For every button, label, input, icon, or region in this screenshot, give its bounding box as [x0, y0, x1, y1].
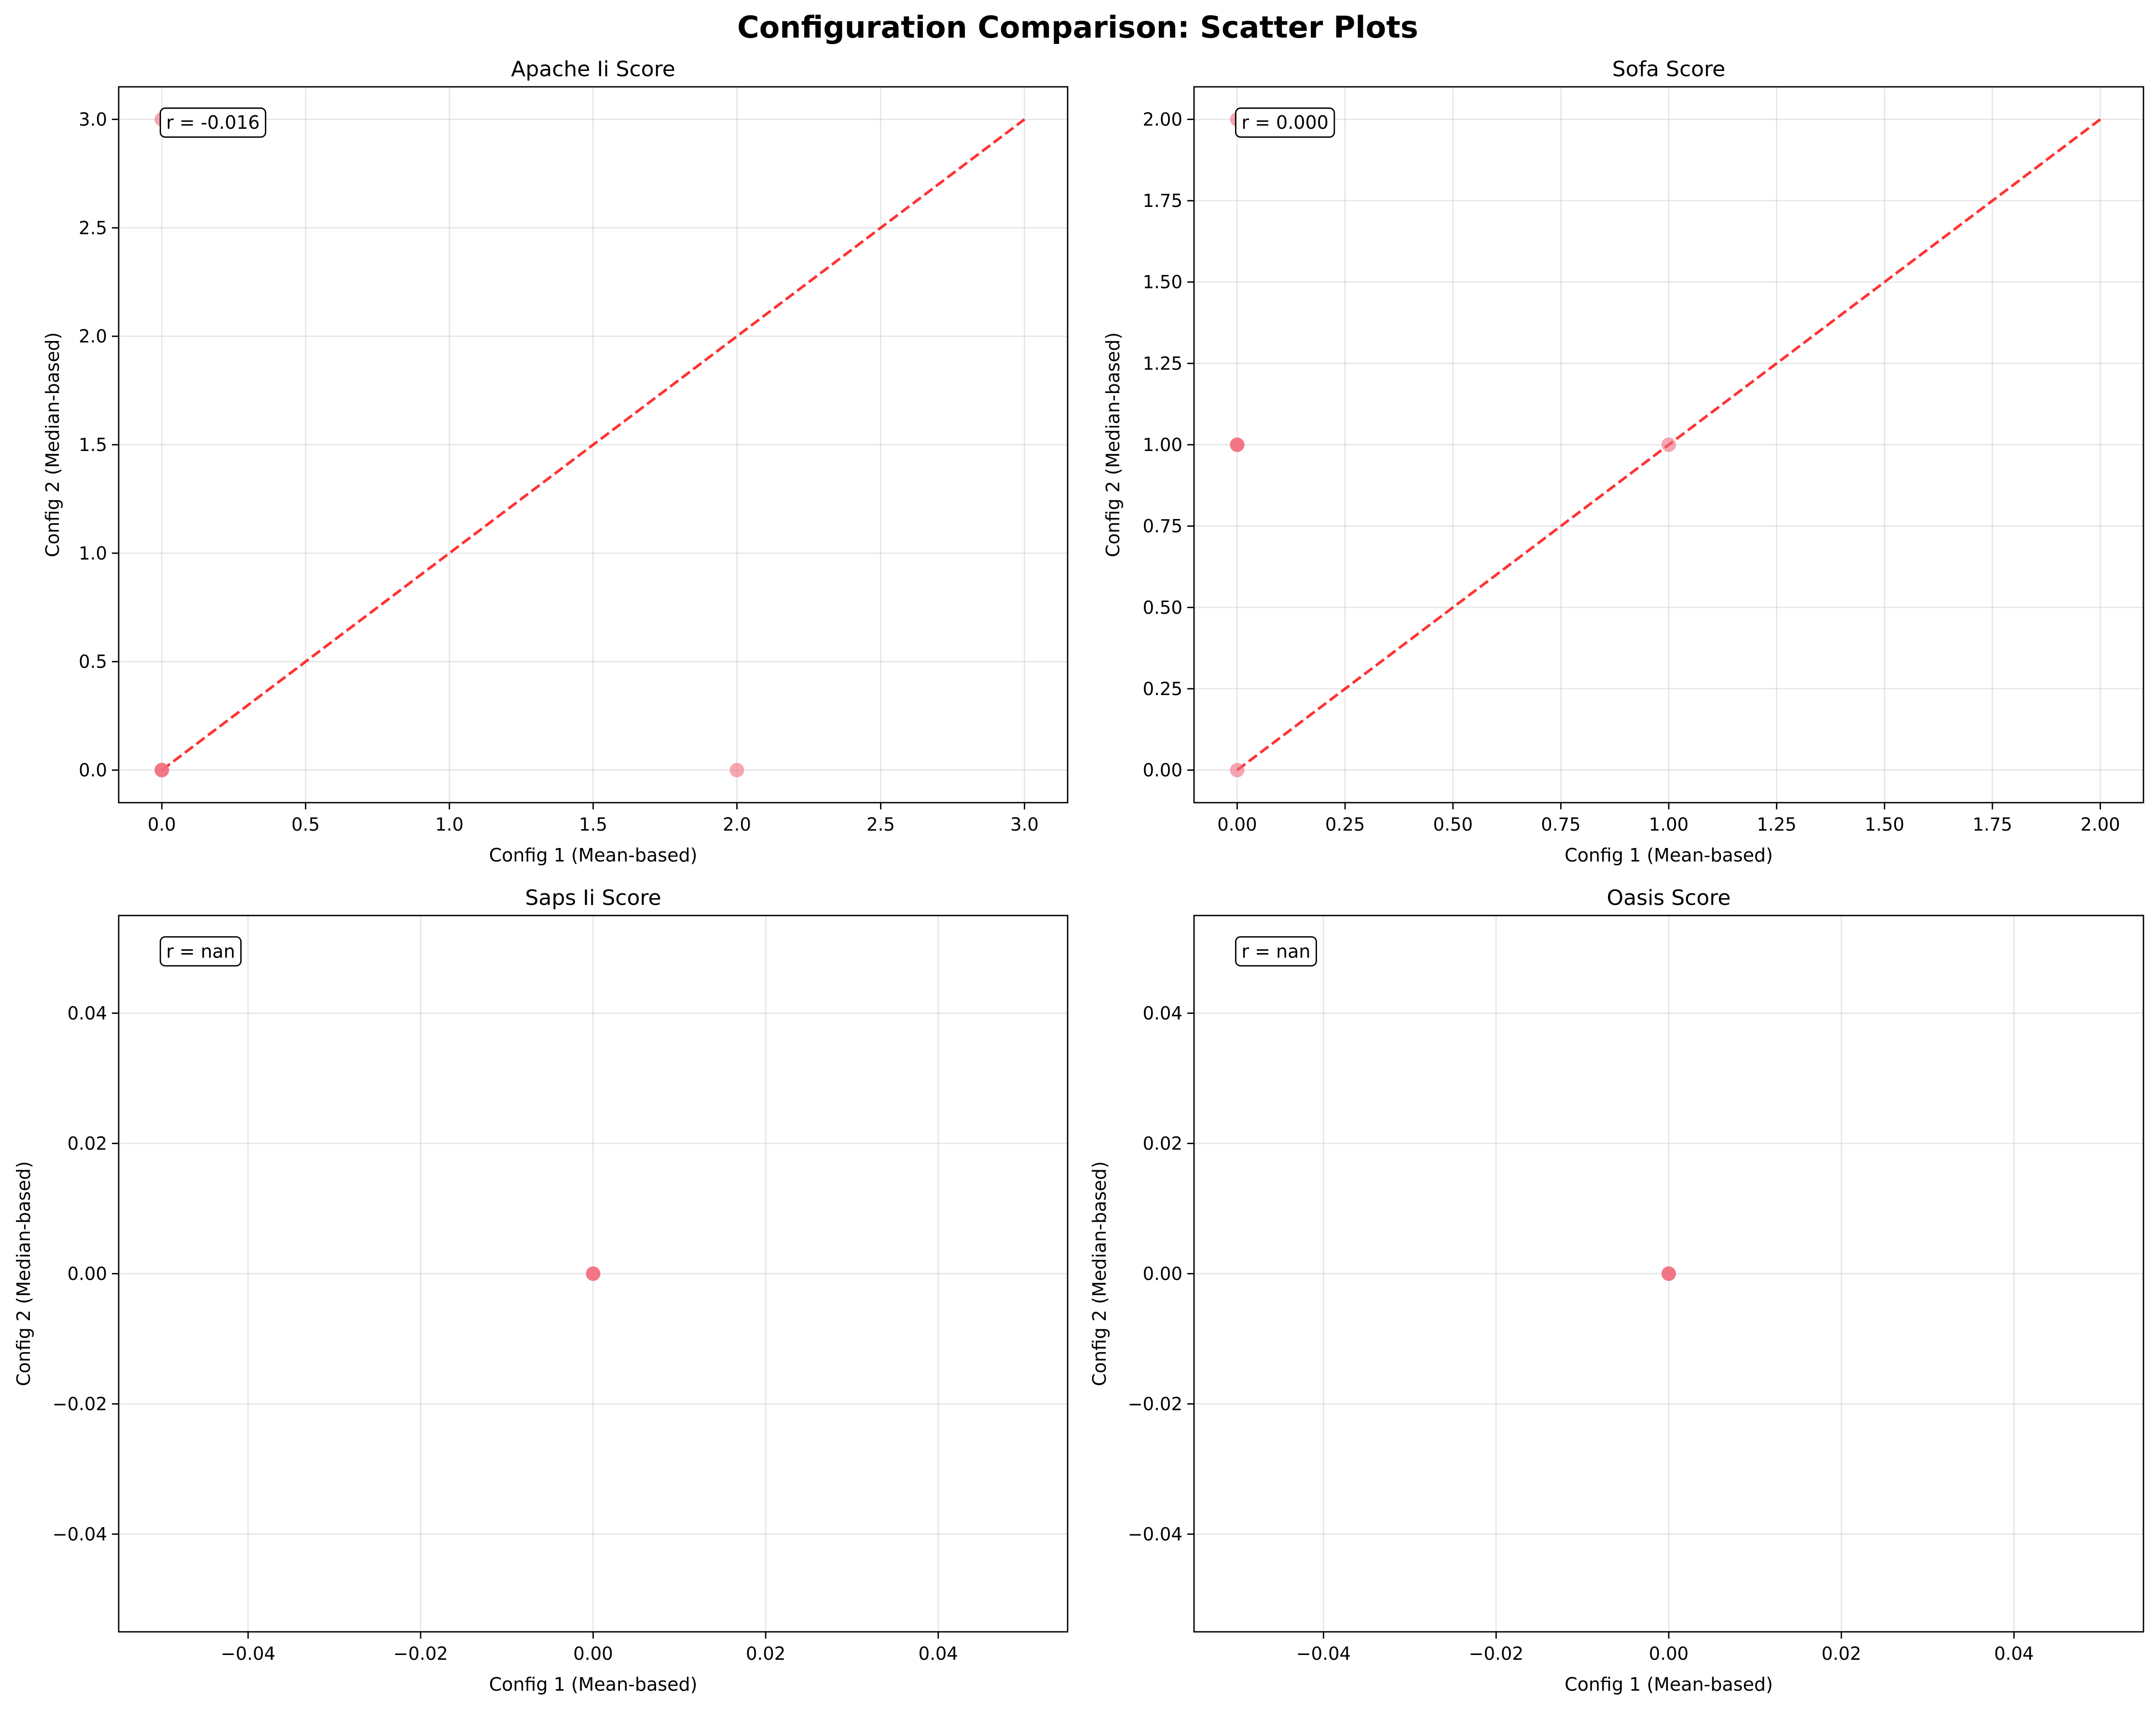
- x-tick-label: 2.00: [2080, 814, 2120, 835]
- x-tick-label: −0.04: [1296, 1643, 1351, 1664]
- correlation-box: [159, 107, 266, 138]
- y-tick-label: 1.50: [1143, 272, 1182, 293]
- y-axis-label: Config 2 (Median-based): [42, 332, 63, 558]
- y-tick-label: 1.0: [79, 543, 107, 564]
- scatter-point: [1230, 763, 1245, 778]
- y-tick-label: 0.02: [68, 1134, 107, 1154]
- scatter-point: [729, 763, 744, 778]
- x-tick-label: 0.00: [1649, 1643, 1689, 1664]
- y-tick-label: −0.04: [53, 1524, 107, 1545]
- y-tick-label: −0.02: [53, 1394, 107, 1415]
- scatter-point: [154, 763, 169, 778]
- subplot-title: Oasis Score: [1607, 886, 1731, 910]
- y-tick-label: 1.75: [1143, 191, 1182, 211]
- scatter-point: [1230, 438, 1245, 452]
- y-tick-label: 0.02: [1143, 1134, 1182, 1154]
- subplot-4: −0.04 −0.02 0.00 0.02 0.04 −0.04 −0.02 0.00 0.02…: [1089, 886, 2144, 1695]
- identity-line: [161, 118, 1026, 771]
- x-tick-label: 2.0: [723, 814, 751, 835]
- y-axis-label: Config 2 (Median-based): [1102, 332, 1124, 558]
- x-tick-label: 0.5: [291, 814, 320, 835]
- y-tick-label: 0.04: [68, 1003, 107, 1024]
- subplot-title: Saps Ii Score: [525, 886, 661, 910]
- x-tick-label: 0.04: [1994, 1643, 2033, 1664]
- x-tick-label: 1.50: [1865, 814, 1904, 835]
- figure-suptitle: Configuration Comparison: Scatter Plots: [737, 10, 1418, 45]
- x-tick-label: 1.5: [579, 814, 607, 835]
- y-tick-label: 0.04: [1143, 1003, 1182, 1024]
- x-tick-label: 1.00: [1649, 814, 1689, 835]
- x-tick-label: 0.04: [919, 1643, 958, 1664]
- subplot-title: Apache Ii Score: [511, 57, 675, 82]
- y-tick-label: 0.00: [1143, 1264, 1182, 1285]
- correlation-annotation: r = nan: [1241, 941, 1310, 962]
- y-tick-label: 2.0: [79, 326, 107, 347]
- x-tick-label: 0.00: [1217, 814, 1257, 835]
- scatter-point: [1662, 438, 1676, 452]
- x-tick-label: −0.02: [393, 1643, 448, 1664]
- x-tick-label: 0.50: [1433, 814, 1473, 835]
- y-tick-label: 0.5: [79, 652, 107, 672]
- correlation-box: [159, 936, 242, 967]
- y-tick-label: −0.02: [1128, 1394, 1182, 1415]
- correlation-annotation: r = -0.016: [166, 112, 260, 133]
- subplot-1: 0.0 0.5 1.0 1.5 2.0 2.5 3.0 0.0 0.5 1.0 1.5 2.0 2.5 3…: [42, 57, 1069, 866]
- x-tick-label: 1.25: [1757, 814, 1796, 835]
- x-tick-label: 0.75: [1541, 814, 1580, 835]
- x-tick-label: 1.0: [435, 814, 464, 835]
- subplot-3: −0.04 −0.02 0.00 0.02 0.04 −0.04 −0.02 0.00 0.02…: [13, 886, 1069, 1695]
- y-axis-label: Config 2 (Median-based): [1089, 1161, 1110, 1386]
- subplot-2: 0.00 0.25 0.50 0.75 1.00 1.25 1.50 1.75 2.00 0.00…: [1102, 57, 2144, 866]
- correlation-box: [1235, 107, 1335, 138]
- correlation-annotation: r = 0.000: [1241, 112, 1328, 133]
- subplot-title: Sofa Score: [1612, 57, 1726, 82]
- x-tick-label: 2.5: [866, 814, 895, 835]
- y-tick-label: 0.75: [1143, 516, 1182, 537]
- y-tick-label: 2.5: [79, 218, 107, 238]
- y-tick-label: 3.0: [79, 109, 107, 130]
- y-tick-label: 1.00: [1143, 435, 1182, 455]
- y-tick-label: −0.04: [1128, 1524, 1182, 1545]
- scatter-point: [1662, 1266, 1676, 1281]
- scatter-point: [586, 1266, 601, 1281]
- correlation-annotation: r = nan: [166, 941, 235, 962]
- x-tick-label: −0.04: [221, 1643, 275, 1664]
- x-tick-label: 1.75: [1973, 814, 2012, 835]
- x-tick-label: 3.0: [1010, 814, 1039, 835]
- y-tick-label: 0.50: [1143, 597, 1182, 618]
- x-tick-label: 0.02: [746, 1643, 785, 1664]
- x-tick-label: 0.02: [1822, 1643, 1861, 1664]
- y-tick-label: 1.25: [1143, 353, 1182, 374]
- x-tick-label: 0.00: [573, 1643, 613, 1664]
- y-tick-label: 2.00: [1143, 109, 1182, 130]
- x-axis-label: Config 1 (Mean-based): [489, 845, 698, 866]
- x-axis-label: Config 1 (Mean-based): [1565, 845, 1773, 866]
- y-tick-label: 0.25: [1143, 679, 1182, 699]
- y-tick-label: 0.00: [68, 1264, 107, 1285]
- y-tick-label: 1.5: [79, 435, 107, 455]
- y-axis-label: Config 2 (Median-based): [13, 1161, 34, 1386]
- y-tick-label: 0.0: [79, 760, 107, 781]
- x-tick-label: 0.0: [148, 814, 176, 835]
- y-tick-label: 0.00: [1143, 760, 1182, 781]
- x-axis-label: Config 1 (Mean-based): [489, 1674, 698, 1695]
- correlation-box: [1235, 936, 1317, 967]
- x-axis-label: Config 1 (Mean-based): [1565, 1674, 1773, 1695]
- x-tick-label: 0.25: [1325, 814, 1365, 835]
- x-tick-label: −0.02: [1469, 1643, 1523, 1664]
